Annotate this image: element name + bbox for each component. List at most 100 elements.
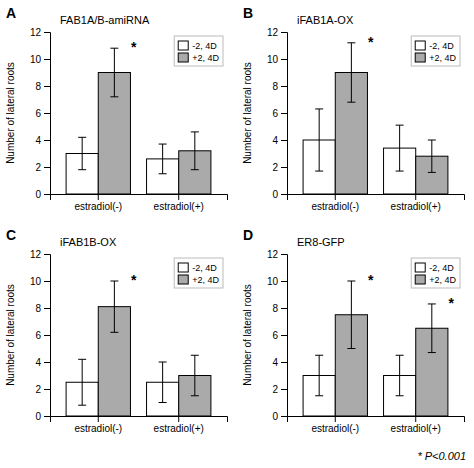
x-tick-mark — [98, 416, 99, 422]
y-tick-label: 8 — [35, 81, 41, 92]
y-tick-label: 6 — [272, 108, 278, 119]
marks — [66, 48, 211, 194]
panel: 024681012estradiol(-)estradiol(+)*Number… — [5, 227, 228, 434]
y-tick-label: 0 — [35, 411, 41, 422]
error-bar — [78, 359, 86, 405]
error-bar — [428, 304, 436, 353]
y-tick-mark — [281, 59, 287, 60]
y-tick-mark — [281, 86, 287, 87]
y-tick-label: 4 — [272, 357, 278, 368]
y-tick-mark — [281, 335, 287, 336]
error-bar — [159, 144, 167, 174]
y-tick-label: 2 — [35, 384, 41, 395]
y-tick-label: 4 — [272, 135, 278, 146]
y-axis: 0 2 4 6 8 10 12 — [30, 27, 51, 200]
y-tick-mark — [44, 59, 50, 60]
annotation: * — [448, 295, 454, 311]
footnote: * P<0.001 — [417, 450, 466, 462]
y-tick-label: 4 — [35, 357, 41, 368]
legend-label: -2, 4D — [192, 263, 217, 273]
y-axis-title: Number of lateral roots — [242, 284, 253, 386]
legend-swatch — [415, 263, 425, 272]
y-axis-line — [281, 255, 288, 417]
x-tick: estradiol(-) — [311, 194, 359, 212]
y-tick-label: 2 — [35, 162, 41, 173]
annotation: * — [131, 39, 137, 55]
y-tick-label: 6 — [35, 330, 41, 341]
x-tick-label: estradiol(+) — [154, 201, 204, 212]
y-tick-label: 12 — [267, 249, 279, 260]
y-tick-mark — [281, 389, 287, 390]
x-axis-line — [288, 417, 465, 423]
title: iFAB1B-OX — [60, 236, 117, 248]
y-tick-mark — [44, 335, 50, 336]
y-tick-label: 10 — [30, 276, 42, 287]
annotation: * — [131, 272, 137, 288]
legend-label: -2, 4D — [429, 263, 454, 273]
x-tick-mark — [415, 194, 416, 200]
y-tick-label: 8 — [272, 81, 278, 92]
y-tick: 8 — [272, 81, 287, 92]
y-tick: 6 — [272, 108, 287, 119]
x-tick-mark — [178, 194, 179, 200]
y-tick-label: 10 — [267, 276, 279, 287]
panel: 024681012estradiol(-)estradiol(+)**Numbe… — [242, 227, 465, 434]
y-tick: 8 — [35, 303, 50, 314]
y-tick-label: 0 — [35, 189, 41, 200]
x-tick-label: estradiol(-) — [311, 423, 359, 434]
y-tick-mark — [44, 32, 50, 33]
y-tick: 12 — [267, 249, 287, 260]
y-tick-label: 10 — [30, 54, 42, 65]
x-tick: estradiol(+) — [391, 194, 441, 212]
error-bar — [159, 362, 167, 403]
x-axis: estradiol(-)estradiol(+) — [51, 194, 228, 212]
y-tick-mark — [44, 362, 50, 363]
y-tick: 10 — [267, 276, 287, 287]
panel-label: B — [243, 5, 253, 21]
y-axis-title: Number of lateral roots — [5, 284, 16, 386]
y-tick-label: 12 — [267, 27, 279, 38]
y-tick-mark — [281, 308, 287, 309]
error-bar — [315, 109, 323, 171]
y-tick-label: 4 — [35, 135, 41, 146]
marks — [303, 281, 448, 416]
legend-swatch — [415, 53, 425, 62]
y-axis: 024681012 — [267, 27, 288, 200]
y-axis-line — [44, 33, 51, 195]
y-axis-title: Number of lateral roots — [5, 62, 16, 164]
y-tick-mark — [44, 86, 50, 87]
x-tick-mark — [98, 194, 99, 200]
y-tick-label: 8 — [35, 303, 41, 314]
y-tick-label: 2 — [272, 162, 278, 173]
x-tick-label: estradiol(-) — [311, 201, 359, 212]
y-tick-mark — [44, 140, 50, 141]
legend-swatch — [178, 53, 188, 62]
y-tick: 2 — [35, 162, 50, 173]
y-tick-label: 8 — [272, 303, 278, 314]
x-axis: estradiol(-)estradiol(+) — [51, 416, 228, 434]
y-tick: 4 — [272, 357, 287, 368]
y-tick: 6 — [272, 330, 287, 341]
y-axis-line — [44, 255, 51, 417]
y-tick: 6 — [35, 108, 50, 119]
x-axis-line — [51, 417, 228, 423]
legend-box — [411, 36, 460, 66]
error-bar — [110, 48, 118, 97]
x-tick: estradiol(+) — [154, 194, 204, 212]
y-tick-mark — [281, 362, 287, 363]
y-axis-title: Number of lateral roots — [242, 62, 253, 164]
y-tick-mark — [44, 167, 50, 168]
x-axis-line — [288, 195, 465, 201]
legend-label: +2, 4D — [192, 275, 219, 285]
x-axis: estradiol(-) estradiol(+) — [288, 194, 465, 212]
error-bar — [191, 132, 199, 170]
x-tick: estradiol(+) — [391, 416, 441, 434]
x-tick-mark — [335, 194, 336, 200]
legend-label: -2, 4D — [192, 41, 217, 51]
legend-swatch — [178, 263, 188, 272]
y-tick: 0 — [272, 189, 287, 200]
panel-label: D — [243, 227, 253, 243]
x-tick-mark — [415, 416, 416, 422]
legend-label: -2, 4D — [429, 41, 454, 51]
y-tick-label: 12 — [30, 27, 42, 38]
